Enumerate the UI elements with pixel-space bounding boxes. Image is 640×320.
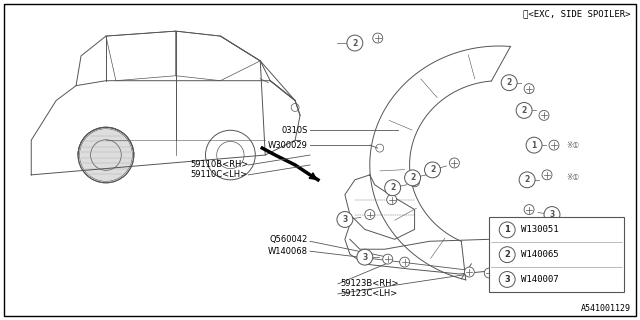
Text: W130051: W130051 <box>521 225 559 234</box>
Circle shape <box>337 212 353 228</box>
Circle shape <box>501 264 517 280</box>
Circle shape <box>519 172 535 188</box>
Circle shape <box>499 272 515 287</box>
Circle shape <box>383 254 393 264</box>
Text: W300029: W300029 <box>268 140 308 150</box>
Circle shape <box>524 84 534 93</box>
Circle shape <box>376 144 384 152</box>
Circle shape <box>501 75 517 91</box>
Bar <box>489 218 623 292</box>
Text: 2: 2 <box>430 165 435 174</box>
Circle shape <box>465 267 474 277</box>
Text: 3: 3 <box>342 215 348 224</box>
Circle shape <box>347 35 363 51</box>
Circle shape <box>499 222 515 238</box>
Circle shape <box>499 247 515 263</box>
Circle shape <box>544 207 560 222</box>
Circle shape <box>365 210 375 220</box>
Circle shape <box>524 204 534 214</box>
Text: W140065: W140065 <box>521 250 559 259</box>
Circle shape <box>449 158 460 168</box>
Circle shape <box>516 102 532 118</box>
Text: 3: 3 <box>549 210 555 219</box>
Text: 59110C<LH>: 59110C<LH> <box>191 170 248 180</box>
Circle shape <box>404 170 420 186</box>
Text: 3: 3 <box>506 268 512 276</box>
Circle shape <box>549 140 559 150</box>
Text: 0310S: 0310S <box>282 126 308 135</box>
Text: 3: 3 <box>362 253 367 262</box>
Text: 2: 2 <box>524 175 530 184</box>
Text: 59110B<RH>: 59110B<RH> <box>191 160 249 170</box>
Text: 2: 2 <box>522 106 527 115</box>
Text: W140068: W140068 <box>268 247 308 256</box>
Circle shape <box>429 167 440 177</box>
Text: 2: 2 <box>390 183 396 192</box>
Text: 59123C<LH>: 59123C<LH> <box>340 289 397 298</box>
Circle shape <box>484 268 494 278</box>
Text: A541001129: A541001129 <box>580 304 630 313</box>
Text: 1: 1 <box>504 225 510 234</box>
Text: 2: 2 <box>504 250 510 259</box>
Text: 59123B<RH>: 59123B<RH> <box>340 279 399 288</box>
Circle shape <box>539 110 549 120</box>
Text: ※<EXC, SIDE SPOILER>: ※<EXC, SIDE SPOILER> <box>523 9 630 18</box>
Circle shape <box>542 170 552 180</box>
Text: ※①: ※① <box>566 140 579 150</box>
Circle shape <box>387 195 397 204</box>
Text: 3: 3 <box>504 275 510 284</box>
Text: W140007: W140007 <box>521 275 559 284</box>
Text: 1: 1 <box>531 140 537 150</box>
Text: 2: 2 <box>506 78 512 87</box>
Circle shape <box>79 129 132 181</box>
Circle shape <box>357 249 372 265</box>
Text: 2: 2 <box>410 173 415 182</box>
Circle shape <box>526 137 542 153</box>
Circle shape <box>424 162 440 178</box>
Circle shape <box>385 180 401 196</box>
Text: Q560042: Q560042 <box>270 235 308 244</box>
Text: 2: 2 <box>352 38 358 48</box>
Circle shape <box>399 257 410 267</box>
Circle shape <box>372 33 383 43</box>
Text: ※①: ※① <box>566 173 579 182</box>
Circle shape <box>410 177 420 187</box>
